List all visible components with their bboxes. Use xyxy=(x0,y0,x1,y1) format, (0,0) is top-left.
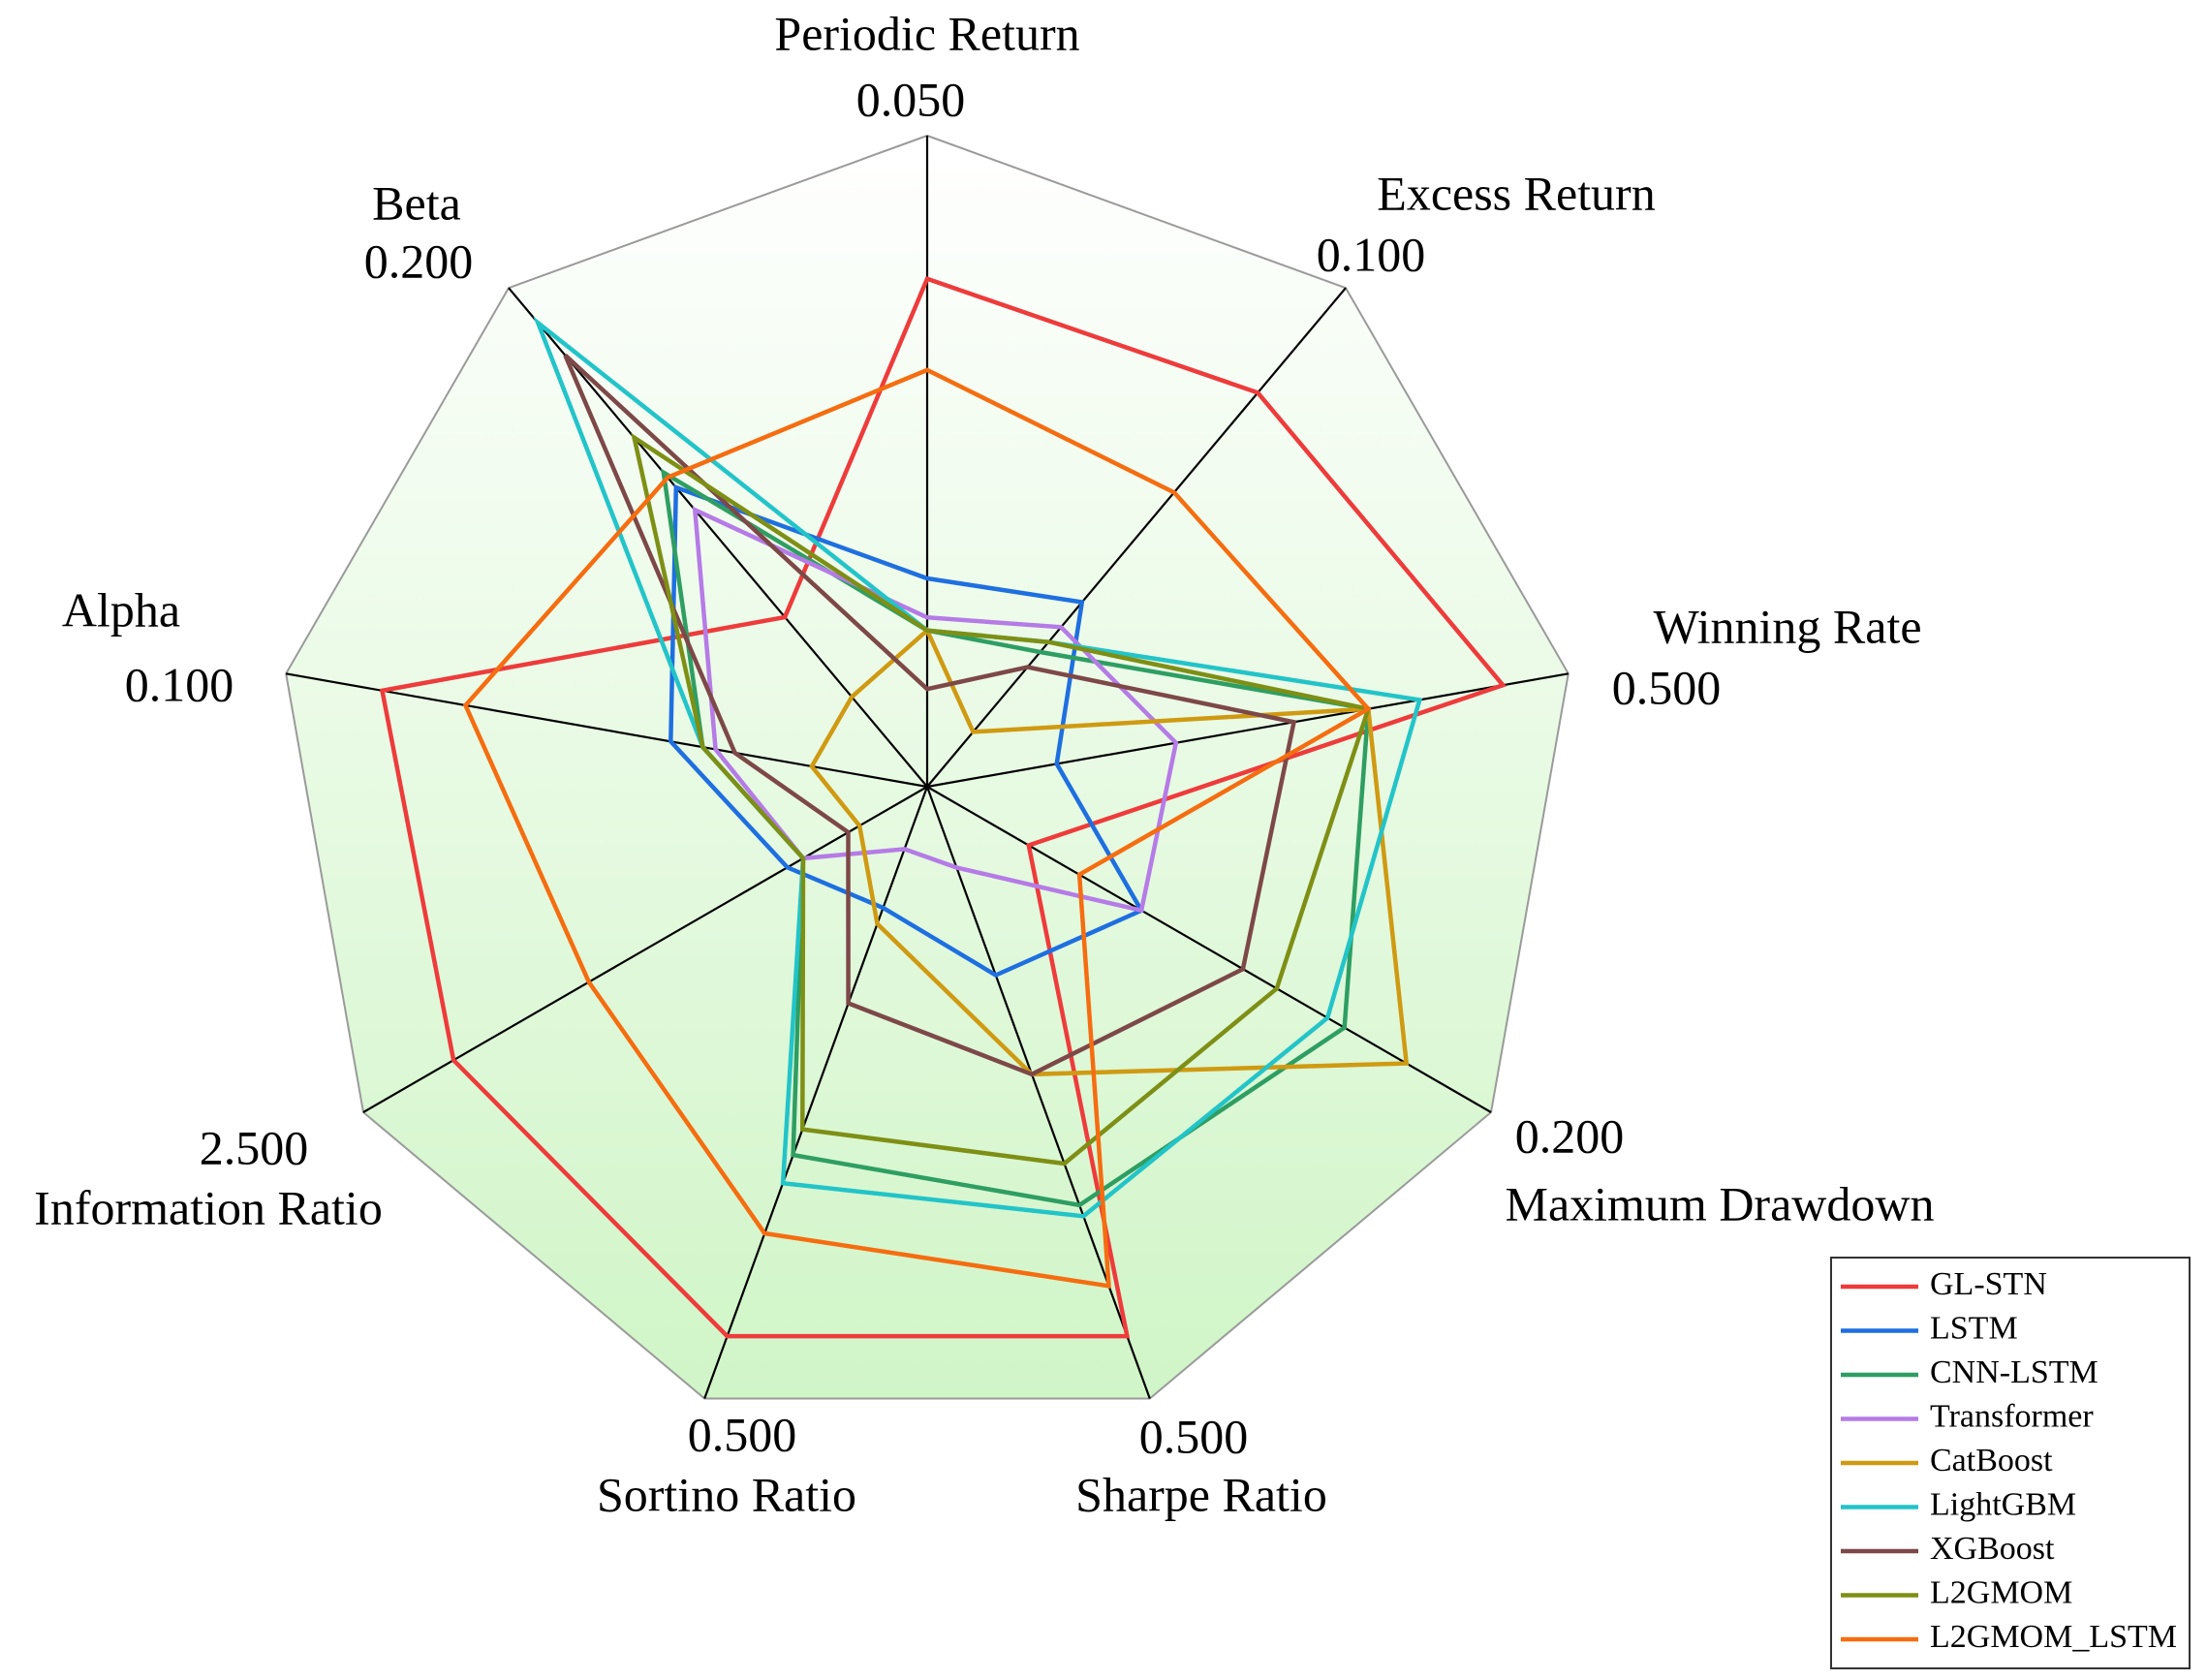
legend-item-l2gmom-lstm: L2GMOM_LSTM xyxy=(1841,1619,2177,1655)
axis-spoke xyxy=(362,786,928,1113)
axis-max-alpha: 0.100 xyxy=(125,657,234,711)
series-line-xgboost xyxy=(563,354,1297,1077)
axis-max-maximum-drawdown: 0.200 xyxy=(1515,1108,1625,1163)
legend-item-l2gmom: L2GMOM xyxy=(1841,1574,2072,1610)
legend: GL-STN LSTM CNN-LSTM Transformer CatBoost Lig… xyxy=(1830,1257,2191,1669)
axis-max-information-ratio: 2.500 xyxy=(200,1120,309,1174)
axis-spoke xyxy=(286,672,928,789)
axis-label-alpha: Alpha xyxy=(62,582,180,637)
axis-max-beta: 0.200 xyxy=(364,233,474,288)
legend-item-lightgbm: LightGBM xyxy=(1841,1486,2076,1522)
axis-label-maximum-drawdown: Maximum Drawdown xyxy=(1506,1176,1935,1230)
legend-item-transformer: Transformer xyxy=(1841,1398,2094,1434)
series-layer xyxy=(379,275,1508,1339)
axis-spoke xyxy=(925,786,1151,1399)
legend-label: LSTM xyxy=(1930,1310,2018,1346)
legend-label: CNN-LSTM xyxy=(1930,1354,2098,1390)
axis-spoke xyxy=(508,287,928,788)
series-line-l2gmom-lstm xyxy=(462,367,1372,1289)
legend-item-cnn-lstm: CNN-LSTM xyxy=(1841,1354,2098,1390)
axis-spokes xyxy=(286,136,1569,1399)
legend-item-catboost: CatBoost xyxy=(1841,1443,2053,1478)
axis-label-sharpe-ratio: Sharpe Ratio xyxy=(1075,1467,1327,1521)
legend-label: LightGBM xyxy=(1930,1486,2076,1522)
axis-max-sortino-ratio: 0.500 xyxy=(688,1407,797,1461)
axis-label-winning-rate: Winning Rate xyxy=(1653,599,1921,653)
legend-label: L2GMOM_LSTM xyxy=(1930,1619,2177,1655)
axis-label-excess-return: Excess Return xyxy=(1377,166,1655,220)
legend-label: CatBoost xyxy=(1930,1443,2053,1478)
series-line-cnn-lstm xyxy=(661,468,1371,1208)
legend-label: GL-STN xyxy=(1930,1266,2047,1302)
series-line-lightgbm xyxy=(533,316,1423,1219)
axis-max-winning-rate: 0.500 xyxy=(1612,660,1722,714)
series-line-l2gmom xyxy=(631,432,1372,1167)
legend-item-xgboost: XGBoost xyxy=(1841,1531,2055,1567)
axis-label-beta: Beta xyxy=(372,175,461,230)
legend-item-lstm: LSTM xyxy=(1841,1310,2018,1346)
axis-spoke xyxy=(926,786,1492,1113)
axis-spoke xyxy=(926,287,1347,788)
series-line-gl-stn xyxy=(379,275,1508,1339)
axis-label-sortino-ratio: Sortino Ratio xyxy=(597,1467,856,1521)
axis-label-periodic-return: Periodic Return xyxy=(774,6,1079,60)
legend-label: L2GMOM xyxy=(1930,1574,2072,1610)
axis-max-periodic-return: 0.050 xyxy=(856,72,966,126)
legend-item-gl-stn: GL-STN xyxy=(1841,1266,2047,1302)
axis-spoke xyxy=(703,786,929,1399)
axis-label-information-ratio: Information Ratio xyxy=(34,1180,383,1234)
axis-max-excess-return: 0.100 xyxy=(1317,227,1426,281)
legend-label: Transformer xyxy=(1930,1398,2094,1434)
axis-labels: Periodic Return 0.050 Excess Return 0.100 Wi… xyxy=(34,6,1934,1521)
series-line-catboost xyxy=(809,627,1410,1077)
axis-max-sharpe-ratio: 0.500 xyxy=(1139,1409,1249,1463)
legend-label: XGBoost xyxy=(1930,1531,2055,1567)
axis-spoke xyxy=(926,672,1569,789)
